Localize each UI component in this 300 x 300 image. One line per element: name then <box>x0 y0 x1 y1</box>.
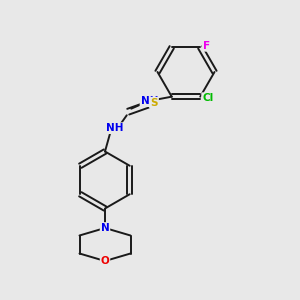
Text: N: N <box>100 223 109 233</box>
Text: NH: NH <box>106 123 124 133</box>
Text: S: S <box>150 98 158 108</box>
Text: Cl: Cl <box>202 93 213 103</box>
Text: O: O <box>100 256 109 266</box>
Text: NH: NH <box>140 96 158 106</box>
Text: F: F <box>203 41 210 51</box>
